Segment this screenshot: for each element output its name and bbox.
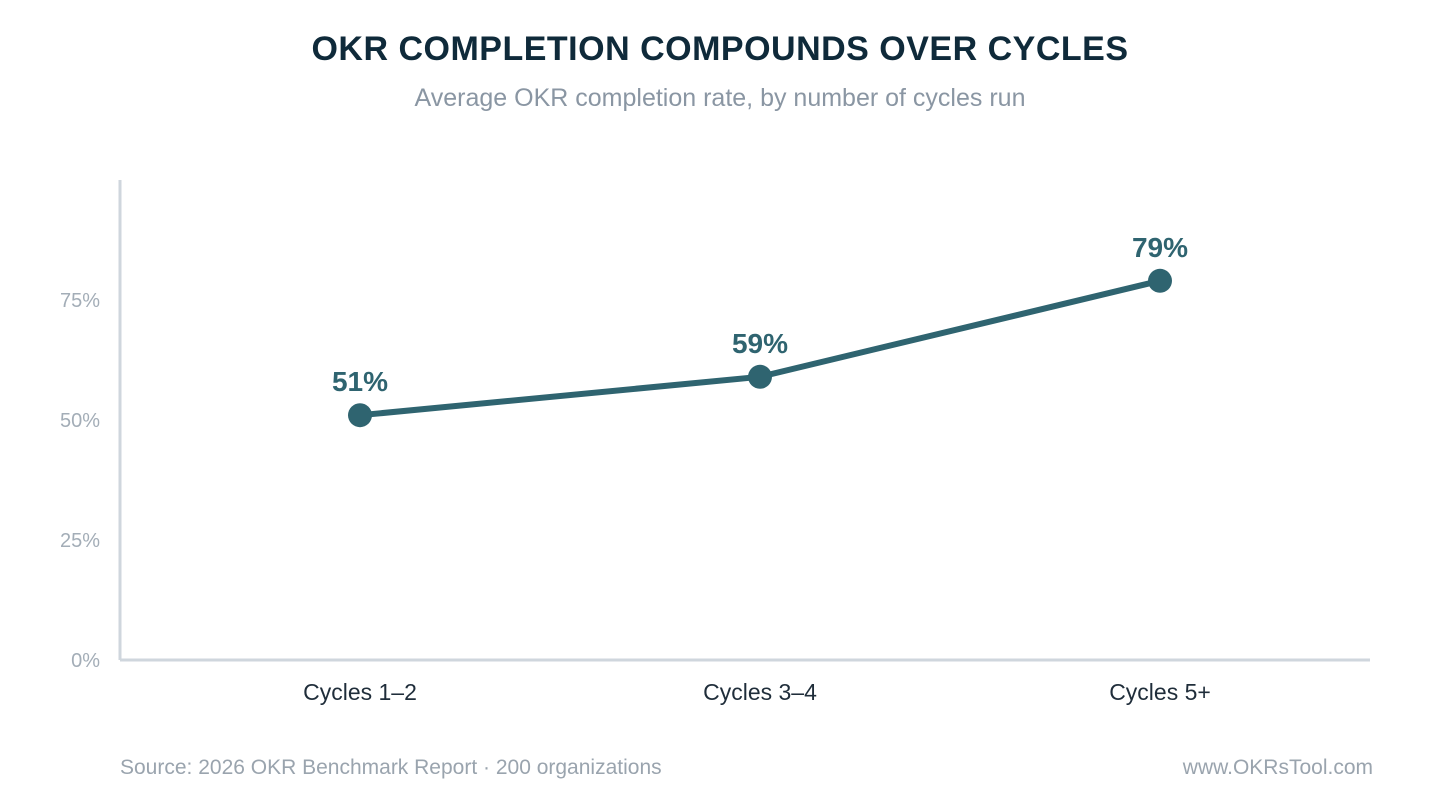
source-note: Source: 2026 OKR Benchmark Report · 200 … (120, 756, 662, 779)
data-label: 51% (332, 366, 388, 397)
site-url[interactable]: www.OKRsTool.com (1182, 756, 1373, 779)
data-label: 59% (732, 328, 788, 359)
chart-title: OKR COMPLETION COMPOUNDS OVER CYCLES (311, 30, 1129, 68)
x-category-label: Cycles 3–4 (703, 679, 817, 705)
y-tick-label: 50% (60, 410, 100, 432)
data-point (348, 403, 372, 428)
y-tick-labels: 0% 25% 50% 75% (60, 290, 100, 672)
data-point (1148, 268, 1172, 293)
data-point (748, 364, 772, 389)
data-labels: 51% 59% 79% (332, 232, 1188, 397)
x-category-labels: Cycles 1–2 Cycles 3–4 Cycles 5+ (303, 679, 1211, 705)
data-points (348, 268, 1172, 428)
y-tick-label: 25% (60, 530, 100, 552)
x-category-label: Cycles 1–2 (303, 679, 417, 705)
chart-subtitle: Average OKR completion rate, by number o… (414, 84, 1026, 112)
y-tick-label: 0% (71, 650, 100, 672)
data-label: 79% (1132, 232, 1188, 263)
x-category-label: Cycles 5+ (1109, 679, 1211, 705)
y-tick-label: 75% (60, 290, 100, 312)
